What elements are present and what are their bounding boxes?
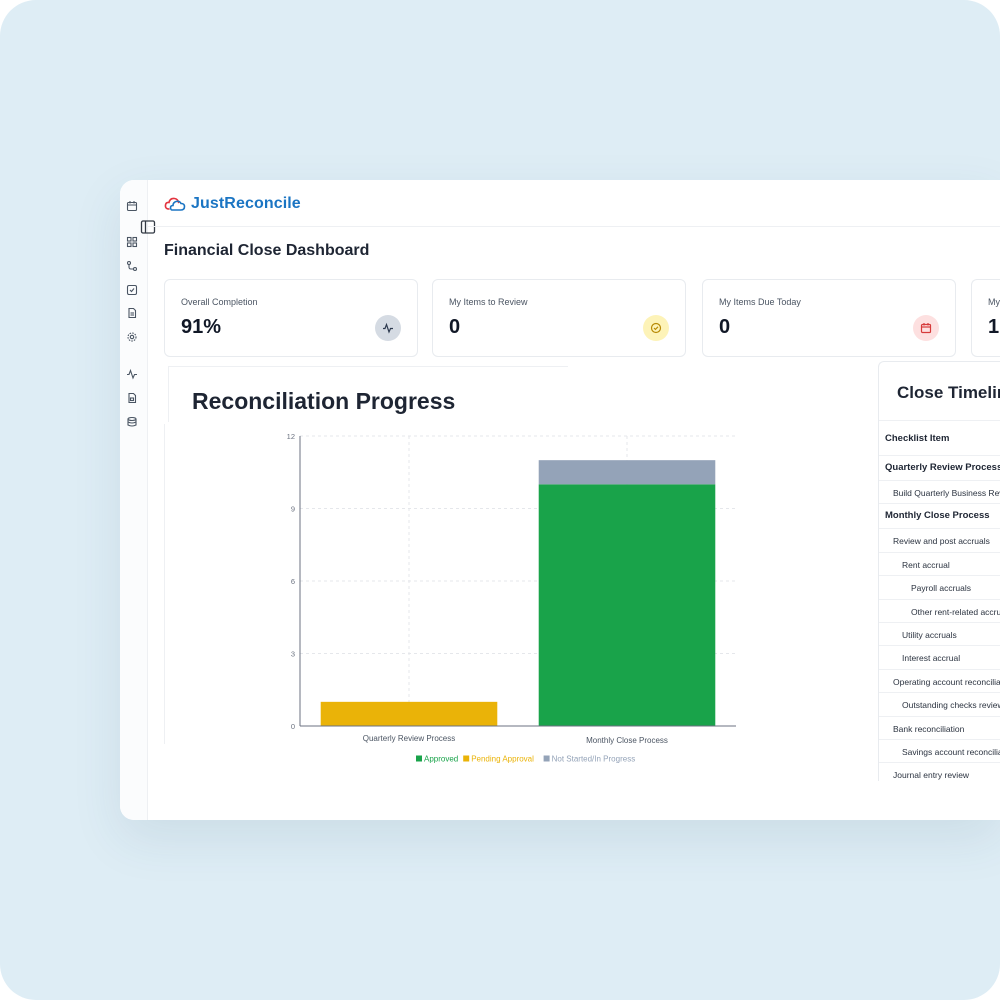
sidebar [120,180,148,820]
app-window: JustReconcile Financial Close Dashboard … [120,180,1000,820]
stat-card-items-to-review: My Items to Review 0 [432,279,686,357]
timeline-row[interactable]: Review and post accruals [879,529,1000,553]
y-tick-label: 6 [291,577,295,586]
reconciliation-progress-card: Reconciliation Progress 0 3 6 9 12 Quarterly … [164,366,744,786]
stat-value: 1 [988,316,1000,338]
timeline-row-label: Bank reconciliation [893,723,965,734]
timeline-row[interactable]: Journal entry review [879,763,1000,781]
y-tick-label: 9 [291,505,295,514]
bar-not-started-in-progress [538,460,716,485]
gear-icon[interactable] [126,331,138,343]
bar-approved [538,484,716,726]
reconciliation-progress-chart: 0 3 6 9 12 Quarterly Review Process Monthly Cl… [287,432,736,764]
timeline-row[interactable]: Operating account reconciliation [879,670,1000,694]
timeline-row[interactable]: Utility accruals [879,623,1000,647]
stat-label: My [988,297,1000,307]
card-border [168,366,568,367]
timeline-row-label: Review and post accruals [893,536,990,547]
cloud-logo-icon [164,195,186,213]
legend-label: Approved [424,755,458,764]
timeline-row-label: Monthly Close Process [885,510,990,522]
y-tick-label: 12 [287,432,295,441]
column-header-label: Checklist Item [885,433,950,444]
timeline-row-label: Other rent-related accruals [911,606,1000,617]
timeline-row-label: Build Quarterly Business Review [893,488,1000,498]
card-border [164,424,165,744]
dashboard-grid-icon[interactable] [126,236,138,248]
timeline-row[interactable]: Build Quarterly Business Review [879,481,1000,505]
calendar-icon[interactable] [126,200,138,212]
stat-card-overall-completion: Overall Completion 91% [164,279,418,357]
legend-label: Pending Approval [471,755,534,764]
stat-value: 0 [449,316,461,338]
legend-label: Not Started/In Progress [552,755,636,764]
app-logo-text[interactable]: JustReconcile [191,195,301,212]
timeline-row-label: Utility accruals [902,630,957,640]
checkbox-icon[interactable] [126,284,138,296]
timeline-row[interactable]: Savings account reconciliation [879,740,1000,764]
stat-label: Overall Completion [181,297,258,307]
stat-label: My Items Due Today [719,297,801,307]
y-tick-label: 0 [291,722,295,731]
y-tick-label: 3 [291,650,295,659]
legend-swatch [416,755,422,762]
check-circle-icon [643,315,669,341]
bar-pending-approval [320,701,498,726]
timeline-row[interactable]: Rent accrual [879,553,1000,577]
timeline-row[interactable]: Payroll accruals [879,576,1000,600]
stat-value: 91% [181,316,222,338]
database-icon[interactable] [126,416,138,428]
timeline-row-label: Interest accrual [902,653,961,664]
stat-card-items-due-today: My Items Due Today 0 [702,279,956,357]
stat-card-partial: My 1 [971,279,1000,357]
timeline-row[interactable]: Outstanding checks review [879,693,1000,717]
activity-icon [375,315,401,341]
timeline-title: Close Timeline [897,383,1000,402]
timeline-row-label: Journal entry review [893,770,970,781]
timeline-row-label: Rent accrual [902,559,950,570]
close-timeline-card: Close Timeline Checklist Item Quarterly … [878,361,1000,781]
timeline-row-label: Outstanding checks review [902,700,1000,711]
activity-icon[interactable] [126,368,138,380]
top-bar: JustReconcile [148,180,1000,227]
legend-swatch [543,755,550,762]
stat-label: My Items to Review [449,297,528,307]
sidebar-toggle-icon[interactable] [140,219,156,235]
card-border [168,366,169,422]
x-tick-label: Quarterly Review Process [363,734,455,743]
stat-value: 0 [719,316,731,338]
timeline-group-row[interactable]: Monthly Close Process [879,504,1000,530]
timeline-row-label: Savings account reconciliation [902,747,1000,757]
workflow-icon[interactable] [126,260,138,272]
timeline-row-label: Operating account reconciliation [893,676,1000,687]
timeline-row[interactable]: Interest accrual [879,646,1000,670]
document-icon[interactable] [126,307,138,319]
calendar-icon [913,315,939,341]
report-icon[interactable] [126,392,138,404]
x-tick-label: Monthly Close Process [586,736,668,745]
timeline-row-label: Payroll accruals [911,583,971,594]
timeline-row[interactable]: Bank reconciliation [879,717,1000,740]
legend-swatch [463,755,470,762]
timeline-column-header: Checklist Item [879,420,1000,456]
progress-title: Reconciliation Progress [192,388,456,414]
page-title: Financial Close Dashboard [164,242,370,259]
timeline-row[interactable]: Other rent-related accruals [879,600,1000,623]
timeline-row-label: Quarterly Review Process [885,462,1000,473]
timeline-group-row[interactable]: Quarterly Review Process [879,456,1000,481]
